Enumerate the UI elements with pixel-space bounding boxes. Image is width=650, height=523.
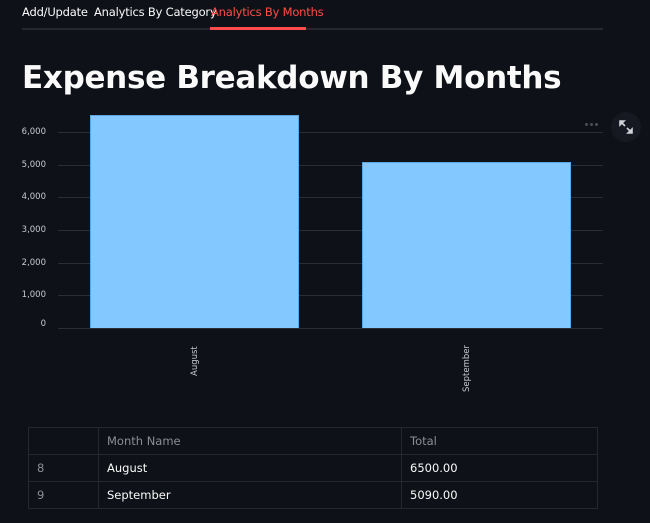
y-axis-tick-label: 2,000 [21,257,46,268]
row-index: 8 [28,454,99,482]
y-axis-tick-label: 6,000 [21,126,46,137]
column-header-month-name[interactable]: Month Name [98,427,402,455]
tab-add-update[interactable]: Add/Update [22,5,88,19]
tab-analytics-by-months[interactable]: Analytics By Months [211,5,324,19]
expand-icon [619,120,633,134]
column-header-index[interactable] [28,427,99,455]
gridline [58,262,603,264]
table-row: 9 September 5090.00 [28,481,598,509]
tab-analytics-by-category[interactable]: Analytics By Category [94,5,217,19]
bar-september[interactable] [362,161,571,328]
data-table: Month Name Total 8 August 6500.00 9 Sept… [28,427,598,509]
cell-total[interactable]: 5090.00 [401,481,598,509]
y-axis-tick-label: 0 [40,319,46,329]
cell-total[interactable]: 6500.00 [401,454,598,482]
column-header-total[interactable]: Total [401,427,598,455]
active-tab-indicator [210,27,306,30]
more-horizontal-icon[interactable] [585,121,599,127]
cell-month[interactable]: September [98,481,402,509]
gridline [58,164,603,166]
page-title: Expense Breakdown By Months [22,60,562,96]
y-axis-tick-label: 1,000 [21,290,46,301]
y-axis-tick-label: 4,000 [21,192,46,203]
x-axis-tick-label: September [461,345,472,393]
row-index: 9 [28,481,99,509]
fullscreen-button[interactable] [611,112,641,142]
y-axis-tick-label: 5,000 [21,159,46,170]
gridline [58,229,603,231]
gridline [58,328,603,329]
bar-august[interactable] [90,115,299,328]
y-axis-tick-label: 3,000 [21,224,46,235]
gridline [58,295,603,297]
cell-month[interactable]: August [98,454,402,482]
gridline [58,197,603,199]
table-header-row: Month Name Total [28,427,598,455]
bar-chart: 0 1,000 2,000 3,000 4,000 5,000 6,000 August Sep… [0,110,610,410]
table-row: 8 August 6500.00 [28,454,598,482]
gridline [58,131,603,133]
x-axis-tick-label: August [189,345,200,376]
tab-bar: Add/Update Analytics By Category Analyti… [22,0,603,30]
